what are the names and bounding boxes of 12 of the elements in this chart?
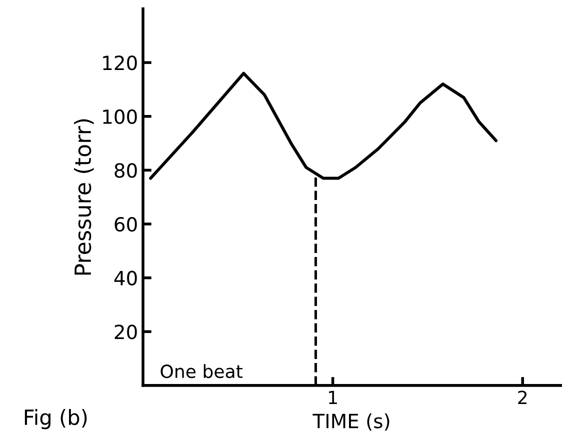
x-tick-label: 1 — [329, 390, 337, 404]
y-tick-label: 40 — [114, 270, 137, 286]
y-tick-label: 60 — [114, 216, 137, 232]
annotation: One beat — [160, 364, 242, 378]
y-tick-label: 120 — [103, 56, 137, 70]
x-axis-title: TIME (s) — [312, 413, 390, 431]
y-axis-title: Pressure (torr) — [74, 119, 94, 275]
y-tick-label: 100 — [103, 109, 137, 124]
y-tick-label: 80 — [114, 163, 137, 178]
text: Fig (b) — [24, 409, 87, 430]
x-tick-label: 2 — [518, 390, 527, 404]
y-tick-label: 20 — [114, 324, 137, 340]
